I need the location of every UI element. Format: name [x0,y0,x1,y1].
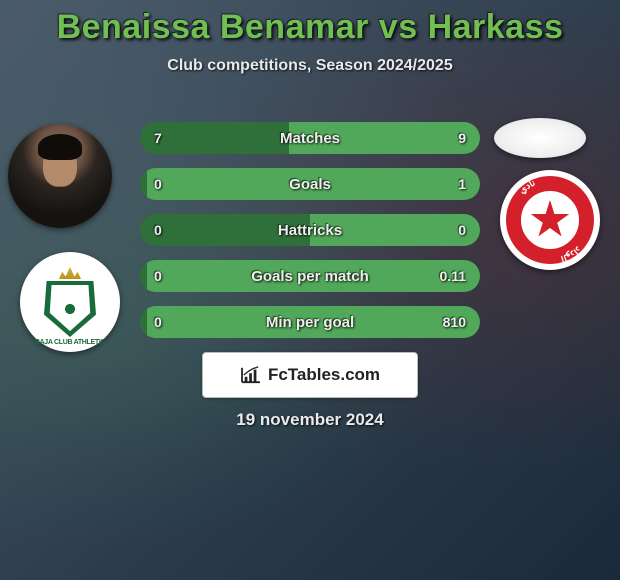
stat-label: Matches [140,122,480,154]
stat-value-right: 810 [443,306,466,338]
player1-club-badge: RAJA CLUB ATHLETIC [20,252,120,352]
watermark-text: FcTables.com [268,365,380,385]
stat-label: Min per goal [140,306,480,338]
watermark[interactable]: FcTables.com [202,352,418,398]
club1-label: RAJA CLUB ATHLETIC [20,339,120,346]
stat-row: 0Goals per match0.11 [140,260,480,292]
stat-row: 0Min per goal810 [140,306,480,338]
page-title: Benaissa Benamar vs Harkass [0,0,620,47]
stat-row: 0Goals1 [140,168,480,200]
player2-club-badge: نادي الوداد WAC [500,170,600,270]
club1-inner [28,260,112,344]
stat-label: Goals [140,168,480,200]
stat-row: 7Matches9 [140,122,480,154]
player1-avatar [8,124,112,228]
date-label: 19 november 2024 [0,410,620,430]
stat-value-right: 1 [458,168,466,200]
svg-text:نادي: نادي [517,177,537,196]
stat-value-right: 0.11 [440,260,466,292]
subtitle: Club competitions, Season 2024/2025 [0,57,620,75]
stat-label: Hattricks [140,214,480,246]
stat-value-right: 0 [458,214,466,246]
club2-label: WAC [500,239,600,250]
stats-bars: 7Matches90Goals10Hattricks00Goals per ma… [140,122,480,352]
shield-icon [44,281,96,337]
barchart-icon [240,366,262,384]
stat-label: Goals per match [140,260,480,292]
player2-avatar [494,118,586,158]
crown-icon [59,267,81,279]
stat-row: 0Hattricks0 [140,214,480,246]
stat-value-right: 9 [458,122,466,154]
content-root: Benaissa Benamar vs Harkass Club competi… [0,0,620,580]
